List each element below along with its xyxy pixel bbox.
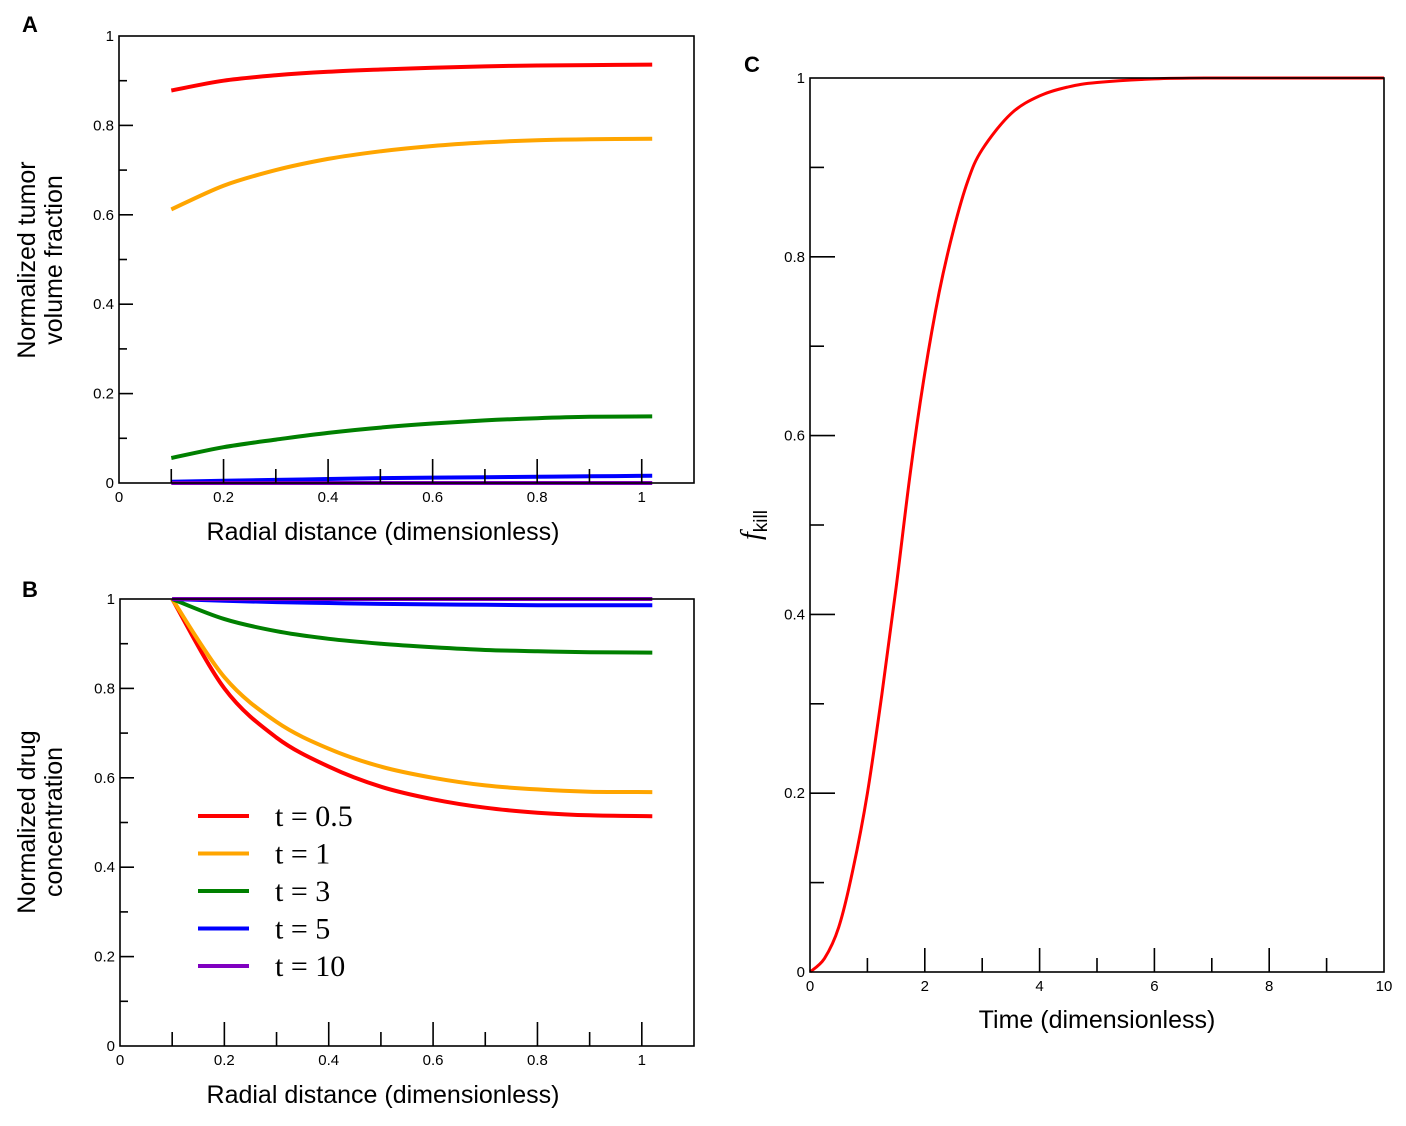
legend-label-0: t = 0.5 (275, 800, 353, 833)
x-tick-label-c: 10 (1376, 978, 1393, 995)
series-line-b-0 (170, 597, 653, 819)
y-axis-title-c-sub: kill (751, 510, 772, 532)
series-line-c-0 (808, 76, 1384, 974)
panel-label-b: B (22, 577, 38, 602)
x-tick-label-a: 0 (115, 489, 123, 506)
y-tick-label-a: 0.2 (93, 386, 114, 403)
series-line-b-3 (172, 597, 653, 608)
panel-c: C 00.20.40.60.810 2 4 6 8 10 Time (dimensionl… (736, 52, 1392, 1034)
plot-frame-c (809, 77, 1385, 973)
x-tick-label-b: 1 (638, 1052, 646, 1069)
y-tick-label-a: 0 (106, 475, 114, 492)
x-tick-label-b: 0.4 (318, 1052, 339, 1069)
x-axis-title-c: Time (dimensionless) (979, 1006, 1216, 1034)
series-line-b-2 (171, 597, 653, 655)
x-tick-label-a: 0.4 (318, 489, 339, 506)
y-tick-label-c: 0.4 (784, 606, 805, 623)
series-line-a-2 (170, 414, 653, 460)
x-tick-label-b: 0 (116, 1052, 124, 1069)
x-tick-label-c: 2 (921, 978, 929, 995)
y-tick-label-c: 0 (797, 964, 805, 981)
plot-area-a: 0 0.2 0.4 0.6 0.8 1 0 0.2 0.4 0.6 0.8 1 (93, 28, 695, 506)
y-axis-title-b-line2: concentration (40, 747, 68, 897)
y-tick-label-b: 0.4 (94, 859, 115, 876)
x-tick-label-c: 0 (806, 978, 814, 995)
plot-area-c: 00.20.40.60.810 2 4 6 8 10 (784, 70, 1392, 995)
plot-frame-b (119, 598, 695, 1047)
panel-b: B 0 0.2 0.4 0.6 0.8 1 0 0.2 0.4 0.6 0.8 1 Radial di… (13, 577, 695, 1109)
y-axis-title-a-line1: Normalized tumor (13, 161, 41, 358)
y-tick-label-c: 1 (797, 70, 805, 87)
y-axis-title-b-line1: Normalized drug (13, 730, 41, 913)
y-tick-label-a: 0.8 (93, 117, 114, 134)
legend-label-1: t = 1 (275, 838, 330, 871)
x-axis-title-b: Radial distance (dimensionless) (207, 1081, 560, 1109)
x-tick-label-c: 4 (1035, 978, 1043, 995)
panel-a: A 0 0.2 0.4 0.6 0.8 1 0 0.2 0.4 0.6 0.8 1 Radial di… (13, 12, 695, 546)
y-tick-label-c: 0.8 (784, 249, 805, 266)
x-axis-title-a: Radial distance (dimensionless) (207, 518, 560, 546)
x-tick-label-a: 0.2 (213, 489, 234, 506)
y-tick-label-b: 1 (107, 591, 115, 608)
legend: t = 0.5 t = 1 t = 3 t = 5 t = 10 (198, 800, 353, 983)
plot-area-b: 0 0.2 0.4 0.6 0.8 1 0 0.2 0.4 0.6 0.8 1 (94, 591, 695, 1069)
y-axis-title-c: fkill (736, 510, 772, 540)
x-tick-label-a: 0.8 (527, 489, 548, 506)
panel-label-a: A (22, 12, 38, 37)
y-tick-label-c: 0.6 (784, 428, 805, 445)
y-axis-title-a-line2: volume fraction (40, 175, 68, 345)
y-tick-label-b: 0 (107, 1038, 115, 1055)
x-tick-label-c: 6 (1150, 978, 1158, 995)
y-tick-label-b: 0.8 (94, 680, 115, 697)
panel-label-c: C (744, 52, 760, 77)
legend-label-2: t = 3 (275, 875, 330, 908)
series-line-a-3 (171, 473, 653, 484)
y-axis-title-c-main: f (736, 529, 767, 540)
x-tick-label-a: 1 (638, 489, 646, 506)
y-tick-label-c: 0.2 (784, 785, 805, 802)
y-tick-label-b: 0.2 (94, 949, 115, 966)
y-tick-label-a: 1 (106, 28, 114, 45)
series-line-b-1 (170, 597, 653, 795)
x-tick-label-b: 0.8 (527, 1052, 548, 1069)
x-tick-label-c: 8 (1265, 978, 1273, 995)
x-tick-label-b: 0.6 (423, 1052, 444, 1069)
y-tick-label-a: 0.6 (93, 207, 114, 224)
y-tick-label-a: 0.4 (93, 296, 114, 313)
series-line-a-0 (170, 62, 653, 93)
legend-label-4: t = 10 (275, 950, 345, 983)
y-tick-label-b: 0.6 (94, 770, 115, 787)
legend-label-3: t = 5 (275, 913, 330, 946)
series-line-a-1 (170, 136, 653, 212)
x-tick-label-a: 0.6 (422, 489, 443, 506)
x-tick-label-b: 0.2 (214, 1052, 235, 1069)
